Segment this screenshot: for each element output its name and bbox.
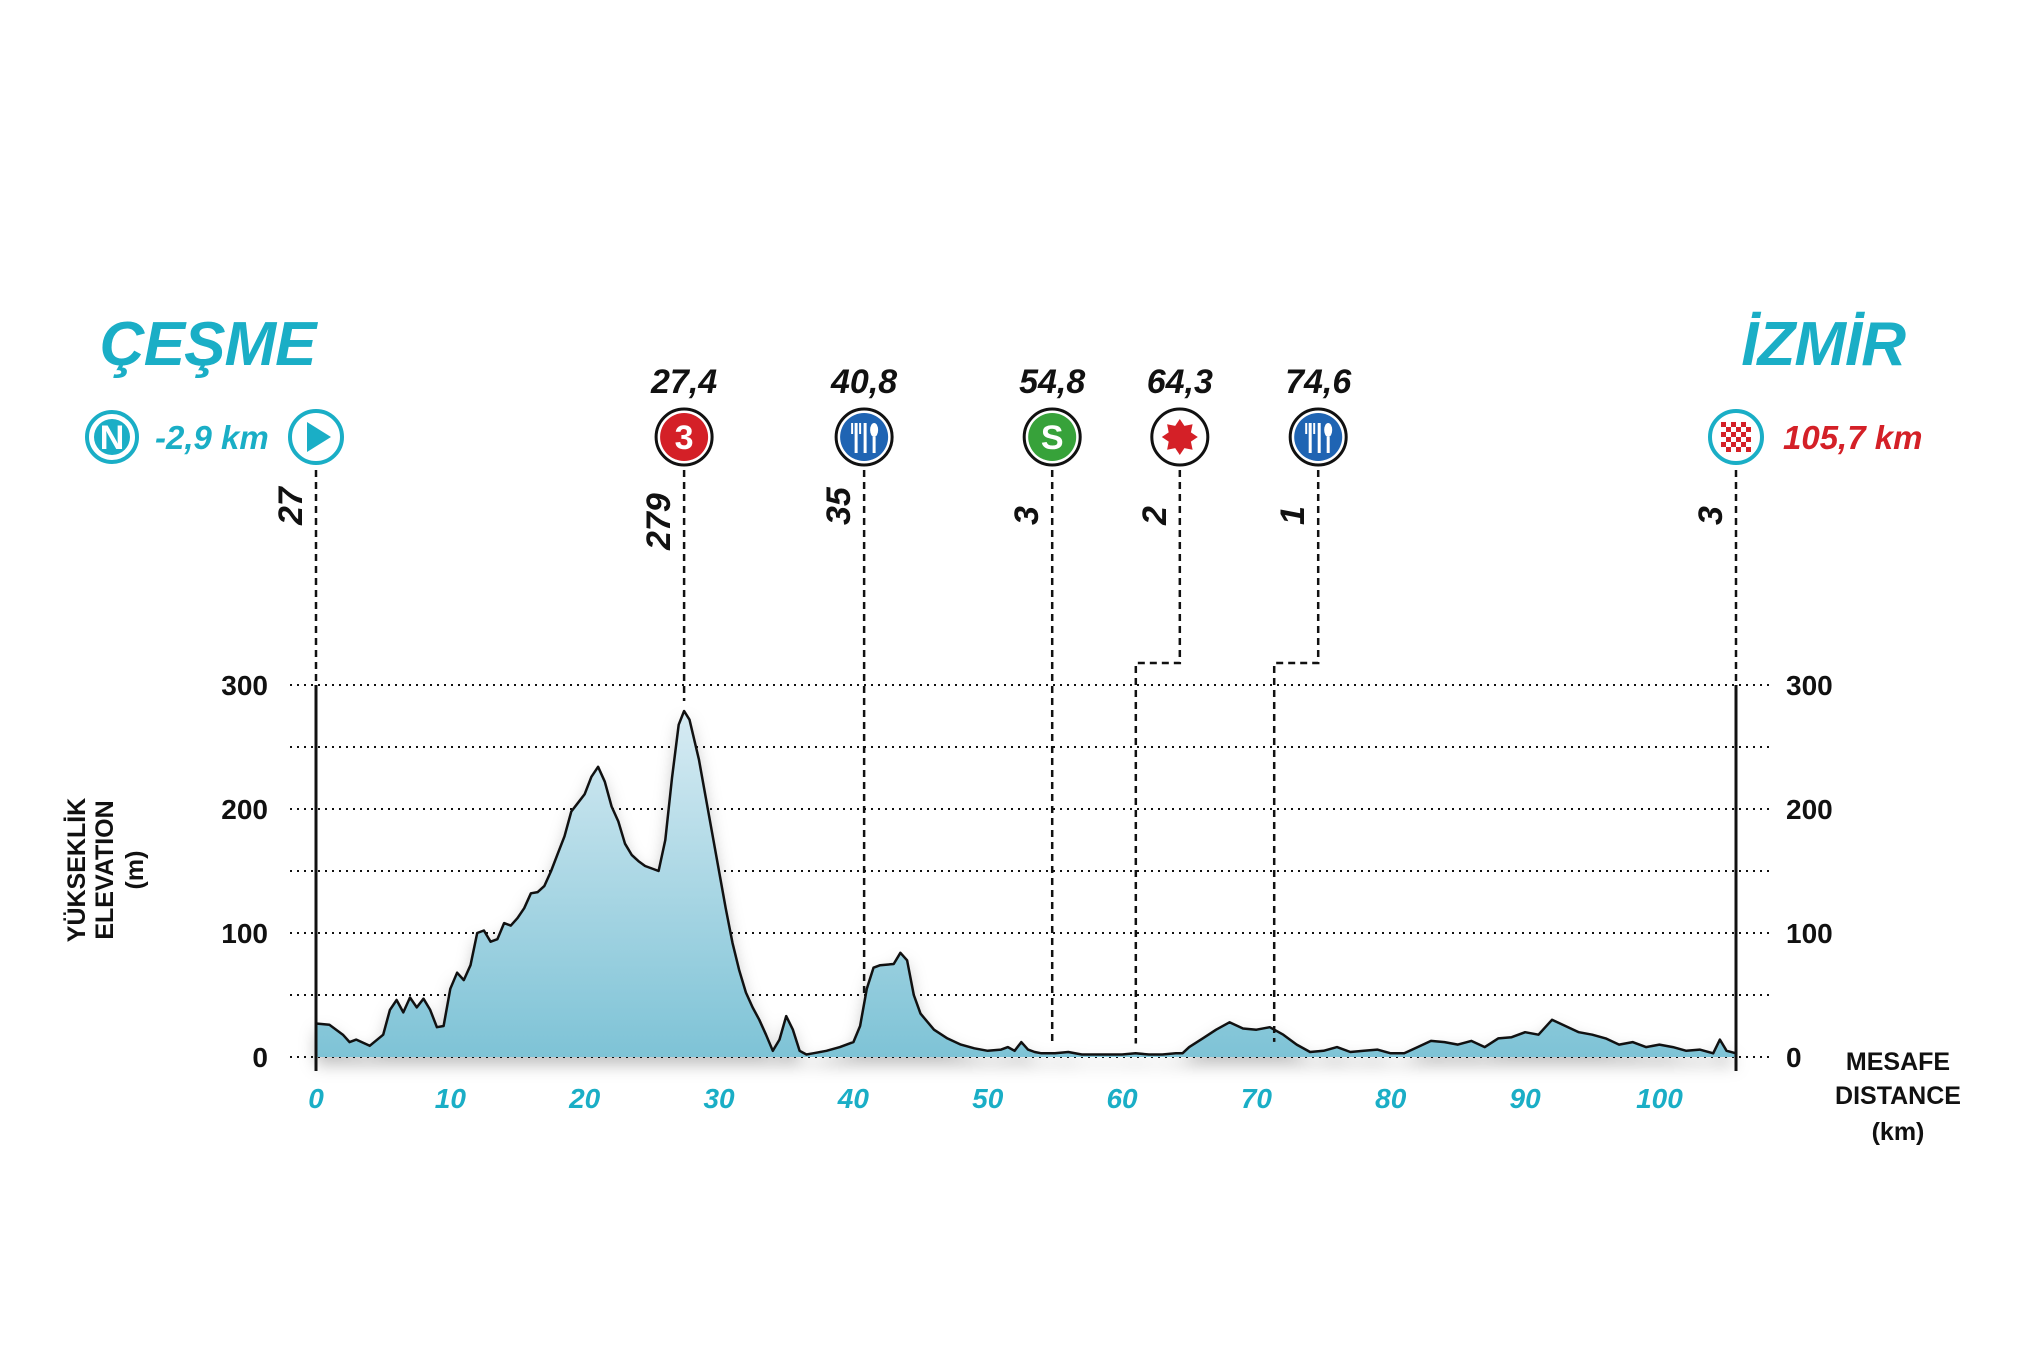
y-axis-title-line2: ELEVATION xyxy=(91,800,119,939)
y-tick-label-right: 100 xyxy=(1786,918,1833,949)
waypoint-elevation-label: 3 xyxy=(1008,506,1046,525)
fork-knife-icon xyxy=(1288,407,1348,467)
waypoint-elevation-label: 279 xyxy=(640,493,678,551)
x-tick-label: 90 xyxy=(1510,1083,1542,1114)
y-tick-label-left: 100 xyxy=(221,918,268,949)
finish-flag-icon xyxy=(1708,409,1764,465)
neutral-icon: N xyxy=(85,410,139,464)
waypoint-elevation-label: 1 xyxy=(1274,506,1312,525)
x-axis-title: MESAFE DISTANCE (km) xyxy=(1835,1048,1961,1146)
x-axis-title-line2: DISTANCE xyxy=(1835,1082,1961,1110)
waypoint-bonus: 264,3 xyxy=(1134,363,1213,1044)
finish-km-label: 105,7 km xyxy=(1783,419,1922,456)
elevation-profile-area xyxy=(316,711,1736,1057)
start-city: ÇEŞME xyxy=(100,310,318,379)
fork-knife-icon xyxy=(834,407,894,467)
y-axis-title-line1: YÜKSEKLİK xyxy=(62,798,91,942)
x-tick-label: 100 xyxy=(1636,1083,1683,1114)
waypoint-km-label: 40,8 xyxy=(830,363,897,401)
waypoint-km-label: 54,8 xyxy=(1019,363,1085,401)
y-ticks-left: 0 100 200 300 xyxy=(221,670,268,1073)
waypoint-feed: 35 40,8 xyxy=(820,363,897,994)
x-ticks: 0 10 20 30 40 50 60 70 80 90 100 xyxy=(308,1083,1683,1114)
neutral-badge-label: N xyxy=(100,419,125,457)
sprint-label: S xyxy=(1041,419,1064,457)
waypoint-feed: 174,6 xyxy=(1272,363,1352,1042)
x-tick-label: 10 xyxy=(435,1083,467,1114)
waypoint-leader xyxy=(1272,470,1320,1042)
sprint-icon: S xyxy=(1022,407,1082,467)
bonus-star-icon xyxy=(1150,407,1210,467)
elevation-profile-line xyxy=(315,709,1737,1056)
x-tick-label: 50 xyxy=(972,1083,1004,1114)
x-tick-label: 30 xyxy=(703,1083,735,1114)
x-tick-label: 0 xyxy=(308,1083,324,1114)
y-axis-title-line3: (m) xyxy=(121,851,149,890)
waypoint-finish: 3 xyxy=(1692,409,1764,685)
y-tick-label-right: 300 xyxy=(1786,670,1833,701)
waypoint-sprint: 3 54,8 S xyxy=(1008,363,1085,1044)
waypoint-leader xyxy=(1134,470,1182,1044)
waypoint-elevation-label: 35 xyxy=(820,486,858,525)
x-axis-title-line1: MESAFE xyxy=(1846,1048,1950,1076)
waypoint-elevation-label: 3 xyxy=(1692,506,1730,525)
y-tick-label-right: 200 xyxy=(1786,794,1833,825)
waypoint-elevation-label: 27 xyxy=(272,485,310,526)
x-tick-label: 40 xyxy=(837,1083,870,1114)
y-axis-title: YÜKSEKLİK ELEVATION (m) xyxy=(62,798,149,942)
finish-city: İZMİR xyxy=(1741,310,1906,379)
y-tick-label-left: 200 xyxy=(221,794,268,825)
y-tick-label-left: 300 xyxy=(221,670,268,701)
climb-cat-3-icon: 3 xyxy=(654,407,714,467)
waypoint-km-label: 74,6 xyxy=(1285,363,1352,401)
x-tick-label: 20 xyxy=(568,1083,601,1114)
x-tick-label: 70 xyxy=(1241,1083,1273,1114)
play-icon xyxy=(288,409,344,465)
waypoint-elevation-label: 2 xyxy=(1136,506,1174,526)
y-tick-label-right: 0 xyxy=(1786,1042,1802,1073)
y-tick-label-left: 0 xyxy=(252,1042,268,1073)
x-tick-label: 80 xyxy=(1375,1083,1407,1114)
waypoint-km-label: 27,4 xyxy=(650,363,717,401)
waypoint-climb: 279 27,4 3 xyxy=(640,363,717,702)
x-tick-label: 60 xyxy=(1106,1083,1138,1114)
y-ticks-right: 0 100 200 300 xyxy=(1786,670,1833,1073)
waypoint-km-label: 64,3 xyxy=(1147,363,1213,401)
climb-category-label: 3 xyxy=(675,419,694,457)
waypoint-start: 27 xyxy=(272,409,344,685)
neutral-km-label: -2,9 km xyxy=(155,419,269,456)
x-axis-title-line3: (km) xyxy=(1872,1118,1925,1146)
